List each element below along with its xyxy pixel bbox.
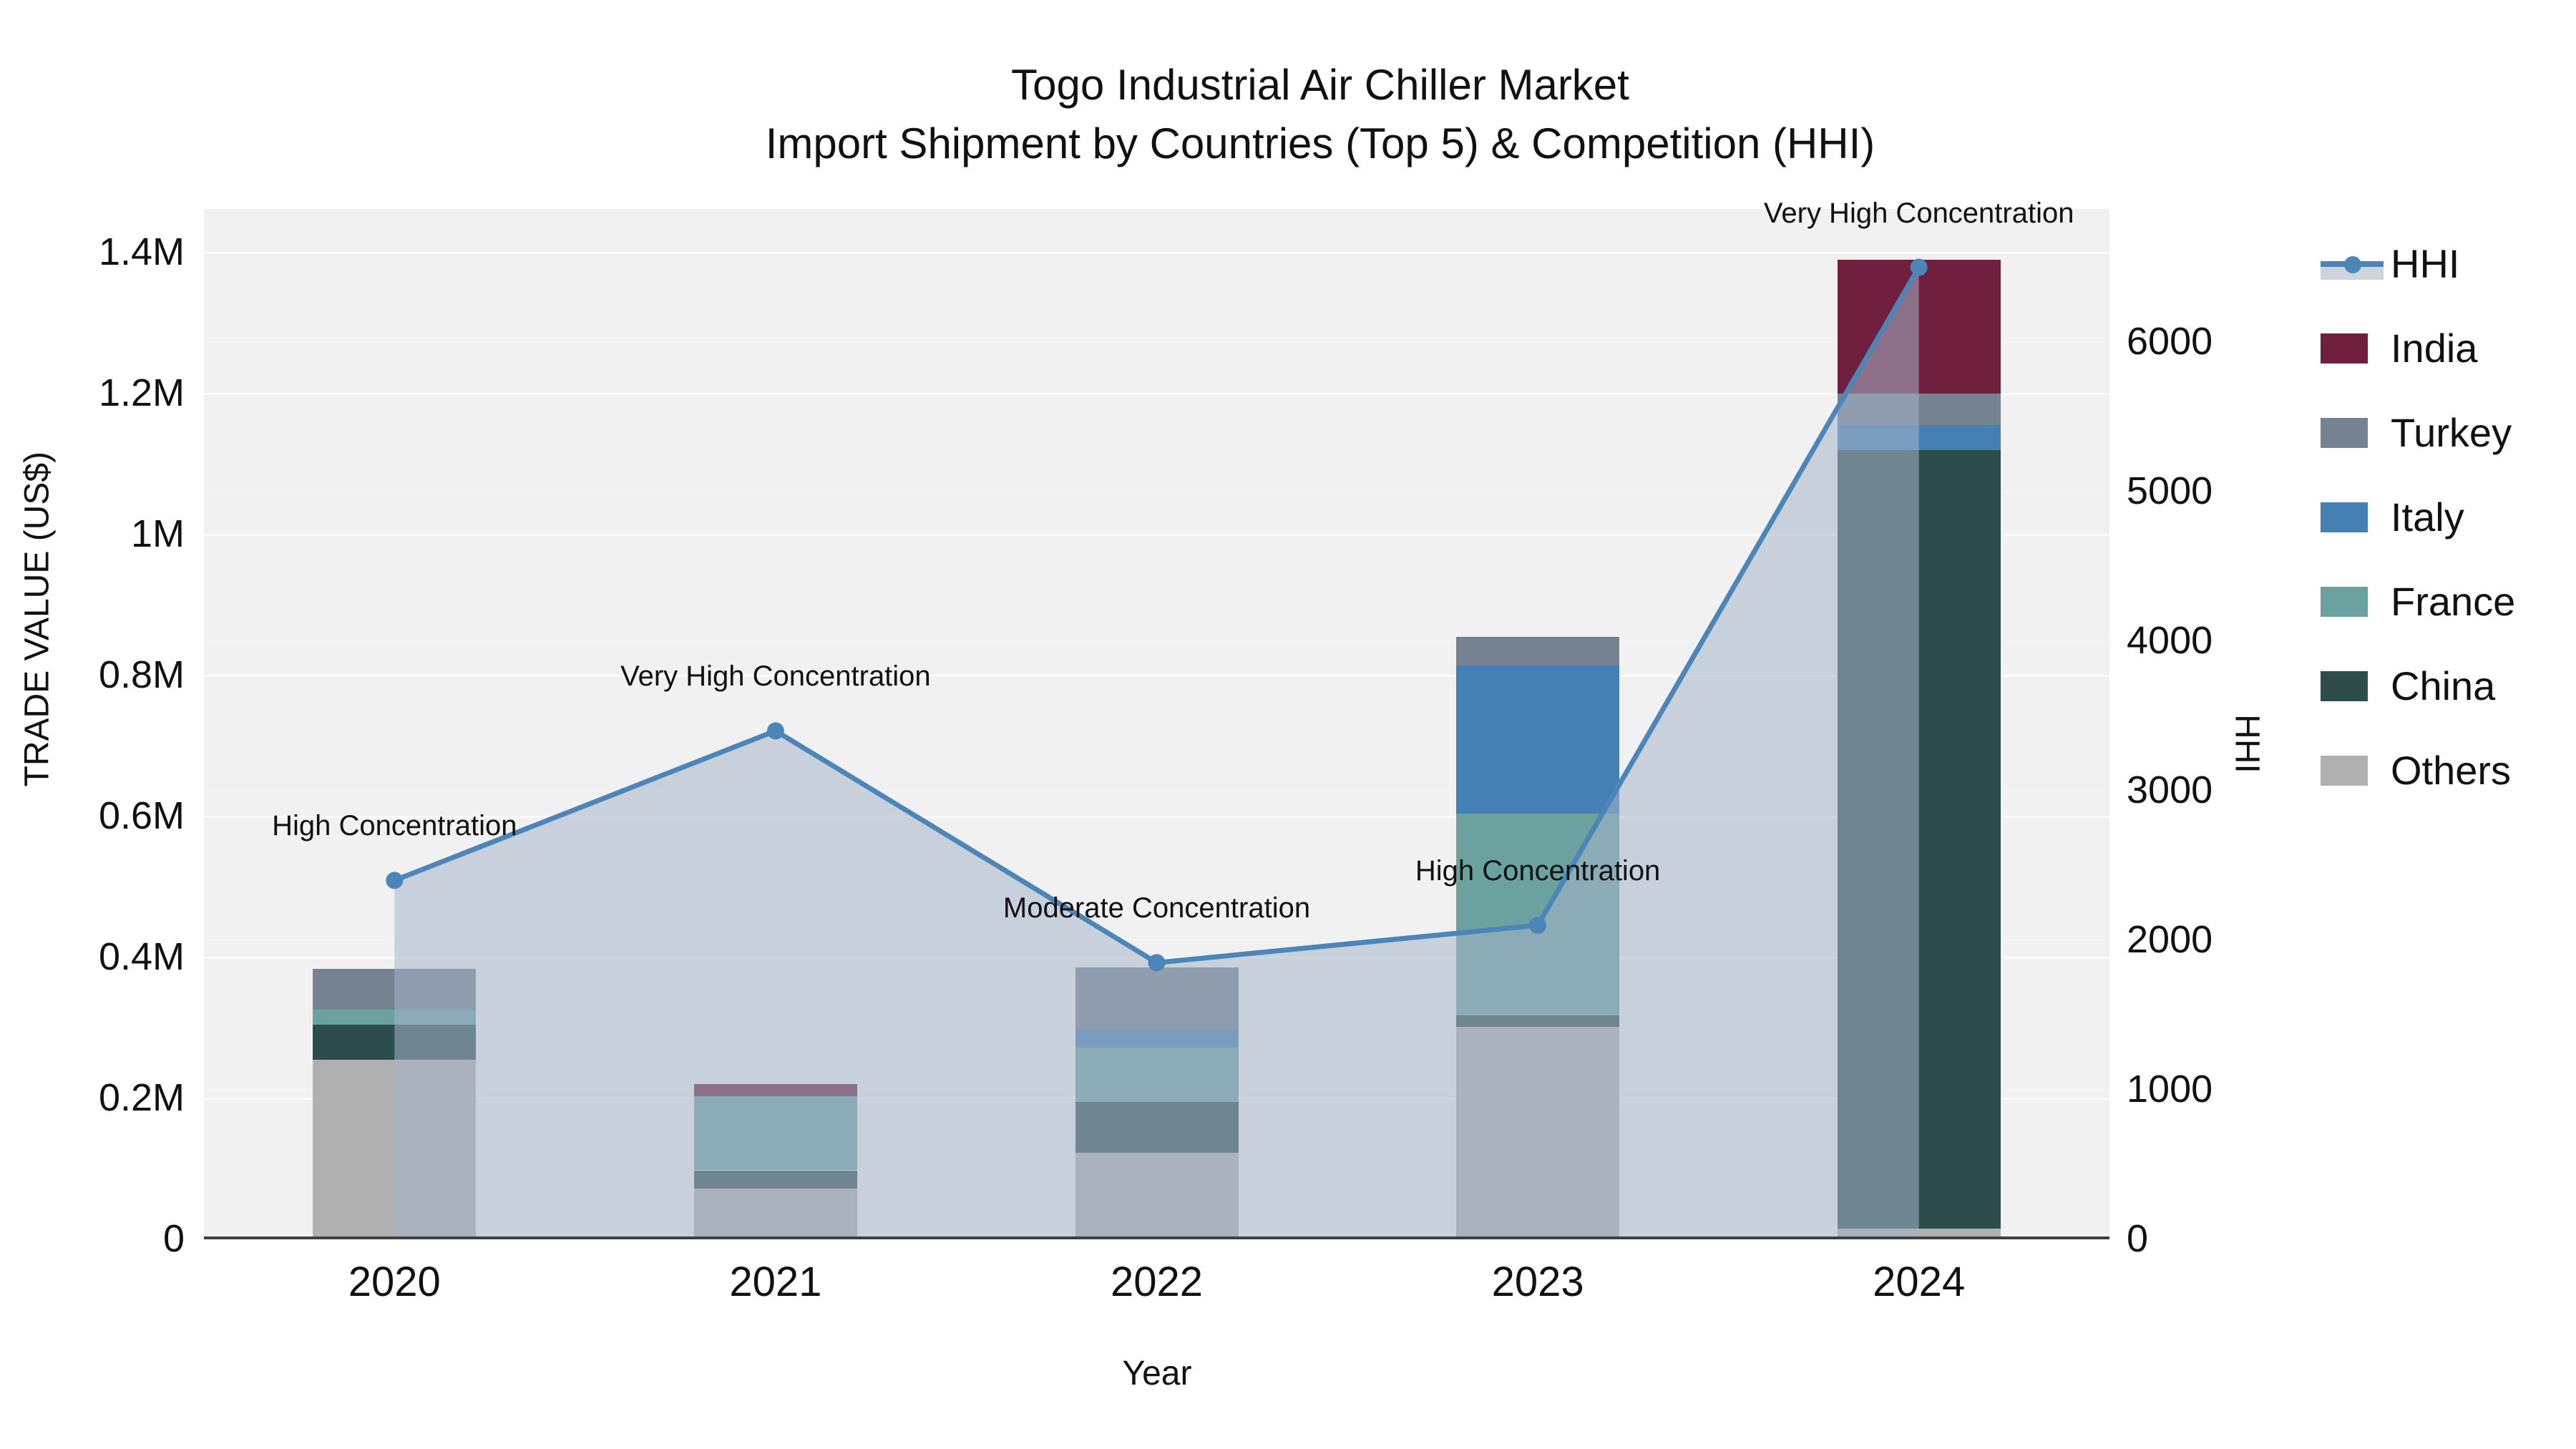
chart-title-line2: Import Shipment by Countries (Top 5) & C… (765, 119, 1875, 167)
left-tick-1.2M: 1.2M (98, 371, 185, 415)
color-swatch-icon (2321, 502, 2391, 533)
x-axis-title: Year (1122, 1355, 1192, 1392)
legend-item-italy[interactable]: Italy (2321, 494, 2515, 540)
legend-item-hhi[interactable]: HHI (2321, 240, 2515, 287)
legend-label: Others (2391, 748, 2512, 793)
gridline-right (204, 491, 2109, 492)
bar-segment-italy-2023[interactable] (1456, 665, 1620, 814)
right-tick-2000: 2000 (2127, 918, 2213, 961)
legend-swatch-turkey (2321, 417, 2368, 448)
color-swatch-icon (2321, 755, 2391, 786)
gridline-left (204, 675, 2109, 678)
right-tick-1000: 1000 (2127, 1068, 2213, 1111)
hhi-layer (386, 258, 1928, 1239)
gridline-right (204, 341, 2109, 343)
right-tick-4000: 4000 (2127, 619, 2213, 662)
annotation-2023: High Concentration (1415, 855, 1661, 887)
x-tick-2022: 2022 (1110, 1259, 1204, 1305)
annotation-2024: Very High Concentration (1763, 197, 2074, 229)
bar-segment-turkey-2023[interactable] (1456, 636, 1620, 666)
legend-swatch-italy (2321, 502, 2368, 532)
annotation-2022: Moderate Concentration (1002, 892, 1311, 924)
x-axis-line (204, 1236, 2109, 1239)
legend-label: China (2391, 663, 2496, 708)
hhi-point-2023[interactable] (1529, 917, 1547, 935)
legend-item-others[interactable]: Others (2321, 747, 2515, 794)
legend-swatch-france (2321, 586, 2368, 617)
x-tick-2024: 2024 (1873, 1259, 1966, 1305)
legend-label: Turkey (2391, 410, 2512, 455)
hhi-point-2021[interactable] (766, 722, 784, 740)
color-swatch-icon (2321, 417, 2391, 449)
legend-item-france[interactable]: France (2321, 578, 2515, 625)
gridline-right (204, 640, 2109, 642)
legend-label: HHI (2391, 241, 2460, 286)
right-tick-0: 0 (2127, 1217, 2149, 1260)
gridline-left (204, 816, 2109, 819)
chart-title-line1: Togo Industrial Air Chiller Market (1011, 61, 1629, 109)
color-swatch-icon (2321, 333, 2391, 364)
hhi-line-icon (2321, 248, 2391, 280)
right-tick-6000: 6000 (2127, 320, 2213, 363)
x-tick-2021: 2021 (729, 1259, 822, 1305)
hhi-point-2022[interactable] (1148, 954, 1166, 972)
left-tick-0.8M: 0.8M (98, 653, 185, 697)
left-tick-1M: 1M (130, 512, 185, 556)
left-tick-0: 0 (162, 1217, 185, 1260)
legend-swatch-china (2321, 670, 2368, 701)
annotation-2021: Very High Concentration (620, 660, 931, 693)
left-axis-title: TRADE VALUE (US$) (18, 451, 57, 787)
legend: HHI India Turkey Italy France China Others (2321, 240, 2515, 831)
chart-title: Togo Industrial Air Chiller Market Impor… (766, 56, 1875, 173)
color-swatch-icon (2321, 586, 2391, 618)
hhi-point-2024[interactable] (1910, 258, 1928, 276)
legend-label: India (2391, 326, 2478, 371)
gridline-left (204, 252, 2109, 255)
right-tick-5000: 5000 (2127, 469, 2213, 512)
gridline-left (204, 393, 2109, 396)
left-tick-0.4M: 0.4M (98, 935, 185, 979)
gridline-left (204, 534, 2109, 537)
left-tick-0.2M: 0.2M (98, 1076, 185, 1119)
legend-item-china[interactable]: China (2321, 663, 2515, 709)
gridline-right (204, 940, 2109, 941)
annotation-2020: High Concentration (272, 810, 517, 842)
color-swatch-icon (2321, 670, 2391, 702)
legend-swatch-india (2321, 333, 2368, 364)
left-tick-0.6M: 0.6M (98, 794, 185, 838)
x-tick-2023: 2023 (1491, 1259, 1584, 1305)
left-tick-1.4M: 1.4M (98, 230, 185, 274)
gridline-right (204, 790, 2109, 791)
legend-item-india[interactable]: India (2321, 325, 2515, 371)
legend-item-turkey[interactable]: Turkey (2321, 409, 2515, 456)
hhi-point-2020[interactable] (386, 872, 404, 889)
legend-label: Italy (2391, 494, 2464, 540)
hhi-area-fill (394, 267, 1919, 1239)
right-tick-3000: 3000 (2127, 769, 2213, 811)
x-tick-2020: 2020 (348, 1259, 441, 1305)
legend-swatch-others (2321, 755, 2368, 786)
plot-area: High Concentration Very High Concentratio… (204, 197, 2109, 1239)
hhi-marker-icon (2344, 255, 2361, 273)
legend-label: France (2391, 579, 2516, 624)
